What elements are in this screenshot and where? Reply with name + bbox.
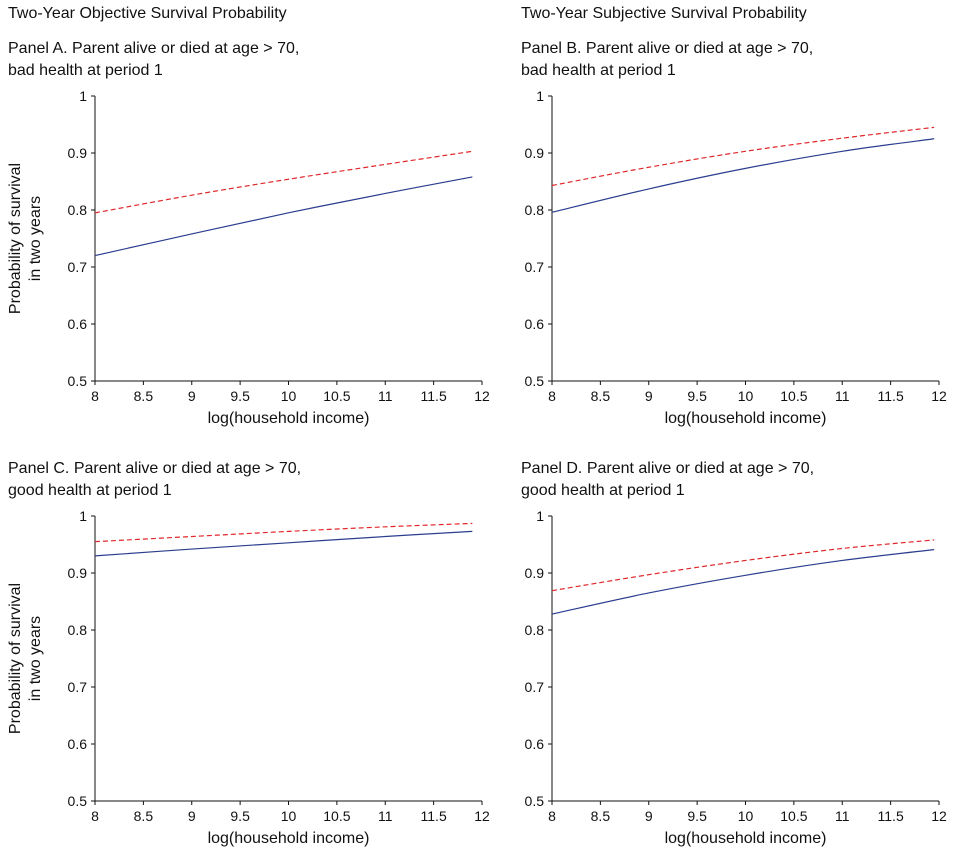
panel-title-line-2: bad health at period 1 bbox=[8, 62, 163, 79]
column-title-subjective: Two-Year Subjective Survival Probability bbox=[521, 5, 807, 22]
x-tick-label: 9 bbox=[188, 808, 196, 824]
series-dashed-line bbox=[94, 150, 473, 214]
y-axis-label: in two years bbox=[27, 196, 44, 281]
x-tick-label: 9 bbox=[188, 388, 196, 404]
panel-a: Panel A. Parent alive or died at age > 7… bbox=[0, 0, 490, 427]
x-tick-label: 10.5 bbox=[323, 808, 350, 824]
x-tick-label: 12 bbox=[474, 808, 490, 824]
x-axis-label: log(household income) bbox=[208, 830, 370, 847]
y-tick-label: 0.9 bbox=[68, 145, 88, 161]
y-tick-label: 0.9 bbox=[68, 565, 88, 581]
y-tick-label: 1 bbox=[536, 88, 544, 104]
chart-panel-d: 0.5 0.6 0.7 0.8 0.9 1 8 8.5 9 9.5 10 10.5 11 11.5 12 lo… bbox=[525, 508, 947, 847]
x-tick-label: 9 bbox=[645, 808, 653, 824]
y-tick-label: 0.6 bbox=[68, 316, 88, 332]
x-tick-label: 8.5 bbox=[134, 808, 154, 824]
y-tick-label: 0.6 bbox=[68, 736, 88, 752]
chart-panel-b: 0.5 0.6 0.7 0.8 0.9 1 8 8.5 9 9.5 10 10.5 11 11.5 12 lo… bbox=[525, 88, 947, 427]
y-tick-label: 0.7 bbox=[68, 679, 88, 695]
y-tick-label: 0.8 bbox=[68, 622, 88, 638]
x-axis-label: log(household income) bbox=[665, 830, 827, 847]
panel-title-line-2: good health at period 1 bbox=[521, 482, 685, 499]
chart-panel-a: 0.5 0.6 0.7 0.8 0.9 1 8 8.5 9 9.5 10 10.5 11 11.5 12 lo… bbox=[7, 88, 490, 427]
x-tick-label: 11 bbox=[835, 808, 850, 824]
panel-title: Panel D. Parent alive or died at age > 7… bbox=[521, 458, 814, 502]
x-tick-label: 9.5 bbox=[687, 808, 707, 824]
y-axis-label: Probability of survival bbox=[7, 583, 24, 734]
panel-title: Panel A. Parent alive or died at age > 7… bbox=[8, 38, 299, 82]
panel-b: Panel B. Parent alive or died at age > 7… bbox=[477, 0, 954, 427]
y-axis-label: Probability of survival bbox=[7, 163, 24, 314]
series-dashed-line bbox=[551, 126, 935, 187]
y-tick-label: 0.7 bbox=[525, 259, 545, 275]
y-tick-label: 0.7 bbox=[68, 259, 88, 275]
x-tick-label: 10 bbox=[281, 388, 297, 404]
x-tick-label: 10.5 bbox=[780, 808, 807, 824]
y-tick-label: 0.8 bbox=[525, 622, 545, 638]
y-tick-label: 0.8 bbox=[525, 202, 545, 218]
y-tick-label: 0.5 bbox=[68, 793, 88, 809]
panel-d: Panel D. Parent alive or died at age > 7… bbox=[477, 426, 954, 852]
x-tick-label: 10.5 bbox=[323, 388, 350, 404]
x-axis-label: log(household income) bbox=[665, 410, 827, 427]
y-tick-label: 0.5 bbox=[525, 373, 545, 389]
panel-title-line-1: Panel B. Parent alive or died at age > 7… bbox=[521, 40, 814, 57]
x-tick-label: 10 bbox=[738, 808, 754, 824]
series-solid-line bbox=[94, 176, 473, 257]
panel-c: Panel C. Parent alive or died at age > 7… bbox=[0, 426, 490, 852]
column-title-objective: Two-Year Objective Survival Probability bbox=[8, 5, 287, 22]
panel-title: Panel B. Parent alive or died at age > 7… bbox=[521, 38, 813, 82]
x-tick-label: 12 bbox=[931, 388, 947, 404]
y-tick-label: 0.9 bbox=[525, 565, 545, 581]
x-tick-label: 9.5 bbox=[230, 388, 250, 404]
x-tick-label: 11 bbox=[378, 388, 393, 404]
series-solid-line bbox=[94, 530, 473, 557]
chart-panel-c: 0.5 0.6 0.7 0.8 0.9 1 8 8.5 9 9.5 10 10.5 11 11.5 12 lo… bbox=[7, 508, 490, 847]
panel-title-line-2: bad health at period 1 bbox=[521, 62, 676, 79]
x-tick-label: 8 bbox=[548, 808, 556, 824]
series-solid-line bbox=[551, 138, 935, 213]
x-tick-label: 11.5 bbox=[421, 388, 447, 404]
series-dashed-line bbox=[94, 522, 473, 543]
x-tick-label: 8 bbox=[91, 388, 99, 404]
x-tick-label: 9.5 bbox=[687, 388, 707, 404]
x-tick-label: 9 bbox=[645, 388, 653, 404]
x-tick-label: 8.5 bbox=[591, 808, 611, 824]
x-tick-label: 10.5 bbox=[780, 388, 807, 404]
panel-title: Panel C. Parent alive or died at age > 7… bbox=[8, 458, 301, 502]
panel-title-line-1: Panel A. Parent alive or died at age > 7… bbox=[8, 40, 300, 57]
x-tick-label: 12 bbox=[474, 388, 490, 404]
y-tick-label: 0.5 bbox=[68, 373, 88, 389]
x-tick-label: 11.5 bbox=[878, 808, 904, 824]
x-tick-label: 8.5 bbox=[591, 388, 611, 404]
x-tick-label: 11.5 bbox=[878, 388, 904, 404]
x-tick-label: 9.5 bbox=[230, 808, 250, 824]
x-axis-label: log(household income) bbox=[208, 410, 370, 427]
y-tick-label: 0.6 bbox=[525, 316, 545, 332]
x-tick-label: 8 bbox=[91, 808, 99, 824]
x-tick-label: 11 bbox=[378, 808, 393, 824]
x-tick-label: 8 bbox=[548, 388, 556, 404]
y-tick-label: 0.9 bbox=[525, 145, 545, 161]
x-tick-label: 12 bbox=[931, 808, 947, 824]
x-tick-label: 11 bbox=[835, 388, 850, 404]
panel-title-line-1: Panel C. Parent alive or died at age > 7… bbox=[8, 460, 302, 477]
panel-title-line-2: good health at period 1 bbox=[8, 482, 172, 499]
x-tick-label: 8.5 bbox=[134, 388, 154, 404]
panel-title-line-1: Panel D. Parent alive or died at age > 7… bbox=[521, 460, 815, 477]
y-tick-label: 1 bbox=[536, 508, 544, 524]
y-tick-label: 0.6 bbox=[525, 736, 545, 752]
series-dashed-line bbox=[551, 539, 935, 592]
y-tick-label: 0.7 bbox=[525, 679, 545, 695]
series-solid-line bbox=[551, 549, 935, 615]
y-axis-label: in two years bbox=[27, 616, 44, 701]
y-tick-label: 1 bbox=[79, 508, 87, 524]
y-tick-label: 1 bbox=[79, 88, 87, 104]
y-tick-label: 0.5 bbox=[525, 793, 545, 809]
x-tick-label: 10 bbox=[281, 808, 297, 824]
y-tick-label: 0.8 bbox=[68, 202, 88, 218]
x-tick-label: 10 bbox=[738, 388, 754, 404]
x-tick-label: 11.5 bbox=[421, 808, 447, 824]
